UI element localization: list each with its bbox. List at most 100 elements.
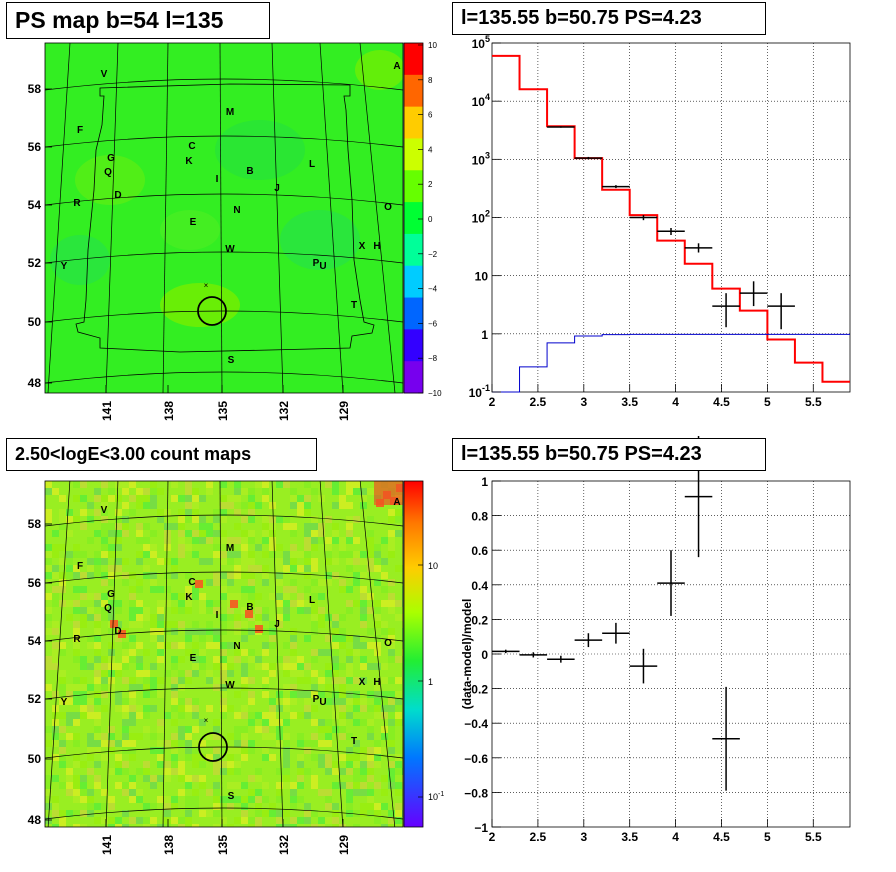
count-map-pixel: [66, 565, 73, 572]
count-map-pixel: [402, 614, 403, 621]
count-map-pixel: [346, 551, 353, 558]
count-map-pixel: [297, 593, 304, 600]
count-map-pixel: [402, 782, 403, 789]
count-map-pixel: [213, 635, 220, 642]
count-map-pixel: [73, 572, 80, 579]
count-map-pixel: [388, 537, 395, 544]
count-map-pixel: [87, 740, 94, 747]
count-map-pixel: [346, 761, 353, 768]
count-map-pixel: [269, 635, 276, 642]
count-map-pixel: [157, 824, 164, 827]
count-map-pixel: [234, 593, 241, 600]
count-map-pixel: [136, 663, 143, 670]
ps-source-label: A: [393, 61, 400, 72]
count-map-pixel: [318, 754, 325, 761]
count-map-pixel: [66, 719, 73, 726]
count-map-pixel: [136, 733, 143, 740]
count-map-pixel: [73, 621, 80, 628]
count-map-pixel: [234, 796, 241, 803]
count-map-pixel: [248, 691, 255, 698]
count-x-tick-label: 132: [277, 835, 291, 855]
count-map-pixel: [402, 719, 403, 726]
count-map-pixel: [220, 747, 227, 754]
count-map-pixel: [353, 558, 360, 565]
count-map-pixel: [143, 677, 150, 684]
ps-x-tick-label: 141: [100, 401, 114, 421]
ps-source-label: P: [313, 258, 320, 269]
count-map-pixel: [346, 586, 353, 593]
count-map-pixel: [318, 593, 325, 600]
ps-source-label: W: [225, 244, 235, 255]
count-map-pixel: [283, 705, 290, 712]
count-map-pixel: [353, 810, 360, 817]
count-map-pixel: [178, 761, 185, 768]
count-map-pixel: [276, 565, 283, 572]
count-map-pixel: [360, 593, 367, 600]
count-map-pixel: [227, 733, 234, 740]
count-map-pixel: [108, 600, 115, 607]
count-map-pixel: [185, 488, 192, 495]
count-map-pixel: [311, 530, 318, 537]
count-map-pixel: [332, 691, 339, 698]
count-map-pixel: [108, 607, 115, 614]
count-map-pixel: [374, 607, 381, 614]
count-map-pixel: [171, 523, 178, 530]
count-map-pixel: [59, 677, 66, 684]
count-map-pixel: [262, 628, 269, 635]
ps-source-label: O: [384, 202, 392, 213]
count-map-pixel: [346, 481, 353, 488]
count-map-pixel: [73, 551, 80, 558]
count-map-pixel: [360, 775, 367, 782]
count-map-pixel: [381, 733, 388, 740]
count-map-pixel: [115, 516, 122, 523]
count-map-pixel: [367, 705, 374, 712]
count-map-pixel: [87, 810, 94, 817]
count-map-pixel: [129, 789, 136, 796]
count-map-pixel: [164, 775, 171, 782]
count-map-pixel: [171, 740, 178, 747]
count-map-pixel: [115, 782, 122, 789]
ps-meridian-line: [47, 43, 71, 393]
count-map-pixel: [381, 628, 388, 635]
count-map-pixel: [283, 523, 290, 530]
count-map-pixel: [283, 481, 290, 488]
ps-cbar-tick-label: −8: [428, 354, 438, 363]
residual-y-tick-label: −0.8: [464, 786, 488, 800]
count-map-pixel: [157, 621, 164, 628]
count-map-pixel: [101, 705, 108, 712]
count-colorbar-ticks: 10 1 10-1: [418, 561, 444, 802]
count-map-pixel: [178, 530, 185, 537]
count-map-pixel: [45, 782, 52, 789]
count-map-pixel: [101, 551, 108, 558]
count-map-pixel: [199, 628, 206, 635]
count-map-pixel: [59, 726, 66, 733]
count-map-hot-pixel: [195, 580, 203, 588]
count-map-pixel: [101, 523, 108, 530]
count-map-pixel: [276, 817, 283, 824]
count-map-pixel: [171, 565, 178, 572]
count-map-pixel: [199, 593, 206, 600]
count-map-pixel: [52, 530, 59, 537]
count-map-pixel: [311, 656, 318, 663]
ps-colorbar: [404, 43, 423, 394]
count-map-pixel: [339, 677, 346, 684]
count-map-pixel: [262, 516, 269, 523]
count-map-pixel: [129, 593, 136, 600]
count-map-pixel: [241, 488, 248, 495]
count-map-pixel: [59, 754, 66, 761]
ps-meridian-line: [271, 43, 284, 393]
count-map-pixel: [227, 537, 234, 544]
count-map-pixel: [255, 796, 262, 803]
ps-parallel-line: [45, 193, 403, 206]
count-map-pixel: [213, 677, 220, 684]
count-map-pixel: [269, 705, 276, 712]
count-map-pixel: [150, 782, 157, 789]
count-map-pixel: [325, 691, 332, 698]
count-map-pixel: [220, 691, 227, 698]
count-map-pixel: [381, 558, 388, 565]
count-map-pixel: [318, 523, 325, 530]
count-map-pixel: [276, 572, 283, 579]
count-map-pixel: [178, 740, 185, 747]
count-map-pixel: [220, 663, 227, 670]
count-map-pixel: [325, 551, 332, 558]
